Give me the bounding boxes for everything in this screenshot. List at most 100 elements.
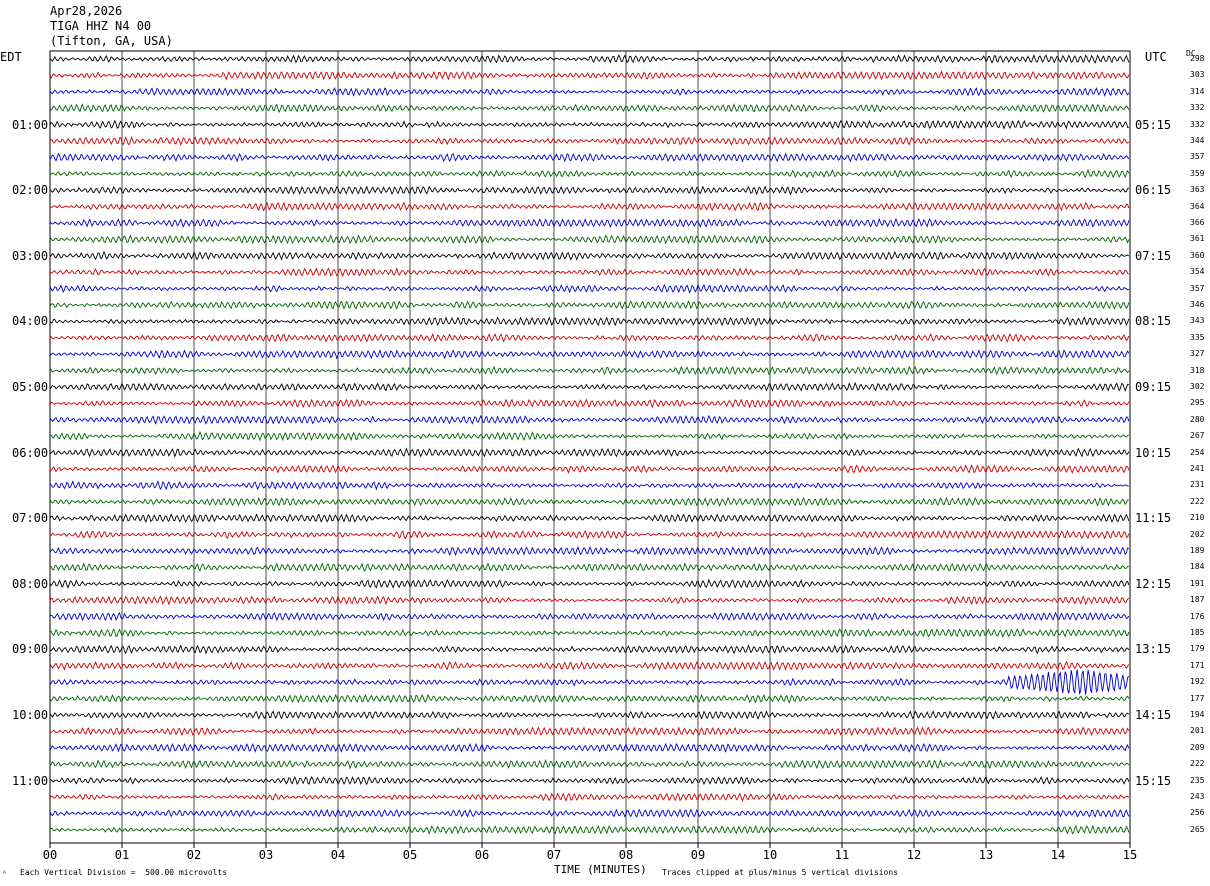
trace-14 <box>49 267 1129 278</box>
dc-offset-label: 357 <box>1190 152 1205 162</box>
trace-9 <box>49 185 1130 196</box>
x-tick-label: 03 <box>259 848 273 862</box>
dc-offset-label: 201 <box>1190 726 1205 736</box>
trace-47 <box>49 808 1130 818</box>
right-timezone-label: UTC <box>1145 50 1167 64</box>
trace-37 <box>49 644 1130 655</box>
trace-40 <box>49 693 1130 704</box>
dc-offset-label: 171 <box>1190 660 1205 670</box>
right-hour-label: 07:15 <box>1135 248 1172 263</box>
clip-note: Traces clipped at plus/minus 5 vertical … <box>662 868 899 877</box>
station-label: TIGA HHZ N4 00 <box>50 19 152 33</box>
trace-6 <box>49 135 1130 146</box>
dc-offset-label: 344 <box>1190 136 1205 145</box>
dc-offset-label: 194 <box>1190 710 1205 719</box>
date-label: Apr28,2026 <box>50 4 123 18</box>
trace-35 <box>49 611 1130 622</box>
left-hour-label: 06:00 <box>12 445 49 460</box>
dc-offset-label: 346 <box>1190 300 1205 309</box>
dc-offset-label: 318 <box>1190 365 1205 375</box>
dc-offset-label: 189 <box>1190 546 1205 555</box>
left-hour-label: 05:00 <box>12 380 49 394</box>
trace-25 <box>49 447 1130 458</box>
trace-27 <box>49 480 1129 491</box>
x-tick-label: 02 <box>187 848 201 862</box>
dc-offset-label: 187 <box>1190 595 1205 605</box>
right-hour-label: 09:15 <box>1135 380 1172 394</box>
left-hour-label: 11:00 <box>12 773 49 788</box>
dc-offset-label: 222 <box>1190 496 1205 506</box>
right-hour-label: 10:15 <box>1135 445 1172 460</box>
trace-11 <box>49 217 1130 229</box>
dc-label: DC <box>1186 49 1196 58</box>
x-tick-label: 08 <box>619 848 633 862</box>
x-tick-label: 07 <box>547 848 561 862</box>
trace-34 <box>49 595 1130 606</box>
location-label: (Tifton, GA, USA) <box>50 34 173 48</box>
trace-32 <box>49 562 1129 572</box>
right-hour-label: 05:15 <box>1135 117 1172 132</box>
left-timezone-label: EDT <box>0 50 22 64</box>
dc-offset-label: 357 <box>1190 283 1205 293</box>
dc-offset-label: 209 <box>1190 742 1205 752</box>
trace-5 <box>49 119 1129 130</box>
x-tick-label: 04 <box>331 848 345 862</box>
x-tick-label: 11 <box>835 848 849 862</box>
trace-24 <box>49 431 1129 442</box>
dc-offset-label: 361 <box>1190 234 1205 244</box>
trace-43 <box>49 742 1130 753</box>
dc-offset-label: 184 <box>1190 562 1205 572</box>
right-hour-label: 13:15 <box>1135 642 1172 657</box>
x-tick-label: 14 <box>1051 848 1065 862</box>
dc-offset-label: 192 <box>1190 677 1205 687</box>
right-hour-label: 12:15 <box>1135 576 1172 591</box>
trace-28 <box>49 496 1129 507</box>
dc-offset-label: 359 <box>1190 168 1205 178</box>
dc-offset-label: 343 <box>1190 316 1205 326</box>
right-hour-label: 15:15 <box>1135 773 1172 788</box>
trace-30 <box>49 529 1130 540</box>
plot-frame <box>49 50 1131 844</box>
scale-note: Each Vertical Division = 500.00 microvol… <box>20 868 228 877</box>
dc-offset-label: 298 <box>1190 54 1205 63</box>
left-hour-label: 03:00 <box>12 248 49 263</box>
trace-23 <box>49 414 1130 425</box>
x-tick-label: 06 <box>475 848 489 862</box>
trace-3 <box>49 87 1130 97</box>
dc-offset-label: 202 <box>1190 529 1205 539</box>
right-hour-label: 08:15 <box>1135 314 1172 329</box>
trace-1 <box>49 54 1130 64</box>
trace-22 <box>49 398 1130 409</box>
trace-26 <box>49 464 1130 474</box>
dc-offset-label: 177 <box>1190 693 1205 703</box>
x-tick-label: 05 <box>403 848 417 862</box>
trace-17 <box>49 316 1130 327</box>
dc-offset-label: 360 <box>1190 250 1205 260</box>
trace-13 <box>49 250 1130 261</box>
dc-offset-label: 243 <box>1190 792 1205 801</box>
dc-offset-label: 327 <box>1190 349 1205 359</box>
trace-2 <box>49 70 1130 81</box>
x-tick-label: 12 <box>907 848 921 862</box>
left-hour-label: 01:00 <box>12 117 49 132</box>
dc-offset-label: 191 <box>1190 578 1205 588</box>
dc-offset-label: 256 <box>1190 808 1205 818</box>
trace-33 <box>49 578 1130 589</box>
dc-offset-label: 335 <box>1190 332 1205 342</box>
dc-offset-label: 354 <box>1190 267 1205 277</box>
trace-16 <box>49 300 1130 310</box>
dc-offset-label: 241 <box>1190 464 1205 473</box>
trace-48 <box>49 824 1130 835</box>
left-hour-label: 04:00 <box>12 314 49 329</box>
dc-offset-label: 303 <box>1190 70 1205 80</box>
left-hour-label: 02:00 <box>12 183 49 198</box>
trace-45 <box>49 775 1130 786</box>
trace-41 <box>49 710 1130 720</box>
dc-offset-label: 332 <box>1190 119 1205 129</box>
dc-offset-label: 179 <box>1190 644 1205 654</box>
dc-offset-label: 366 <box>1190 218 1205 227</box>
dc-offset-label: 295 <box>1190 398 1205 408</box>
trace-15 <box>49 283 1130 294</box>
trace-7 <box>49 152 1130 163</box>
